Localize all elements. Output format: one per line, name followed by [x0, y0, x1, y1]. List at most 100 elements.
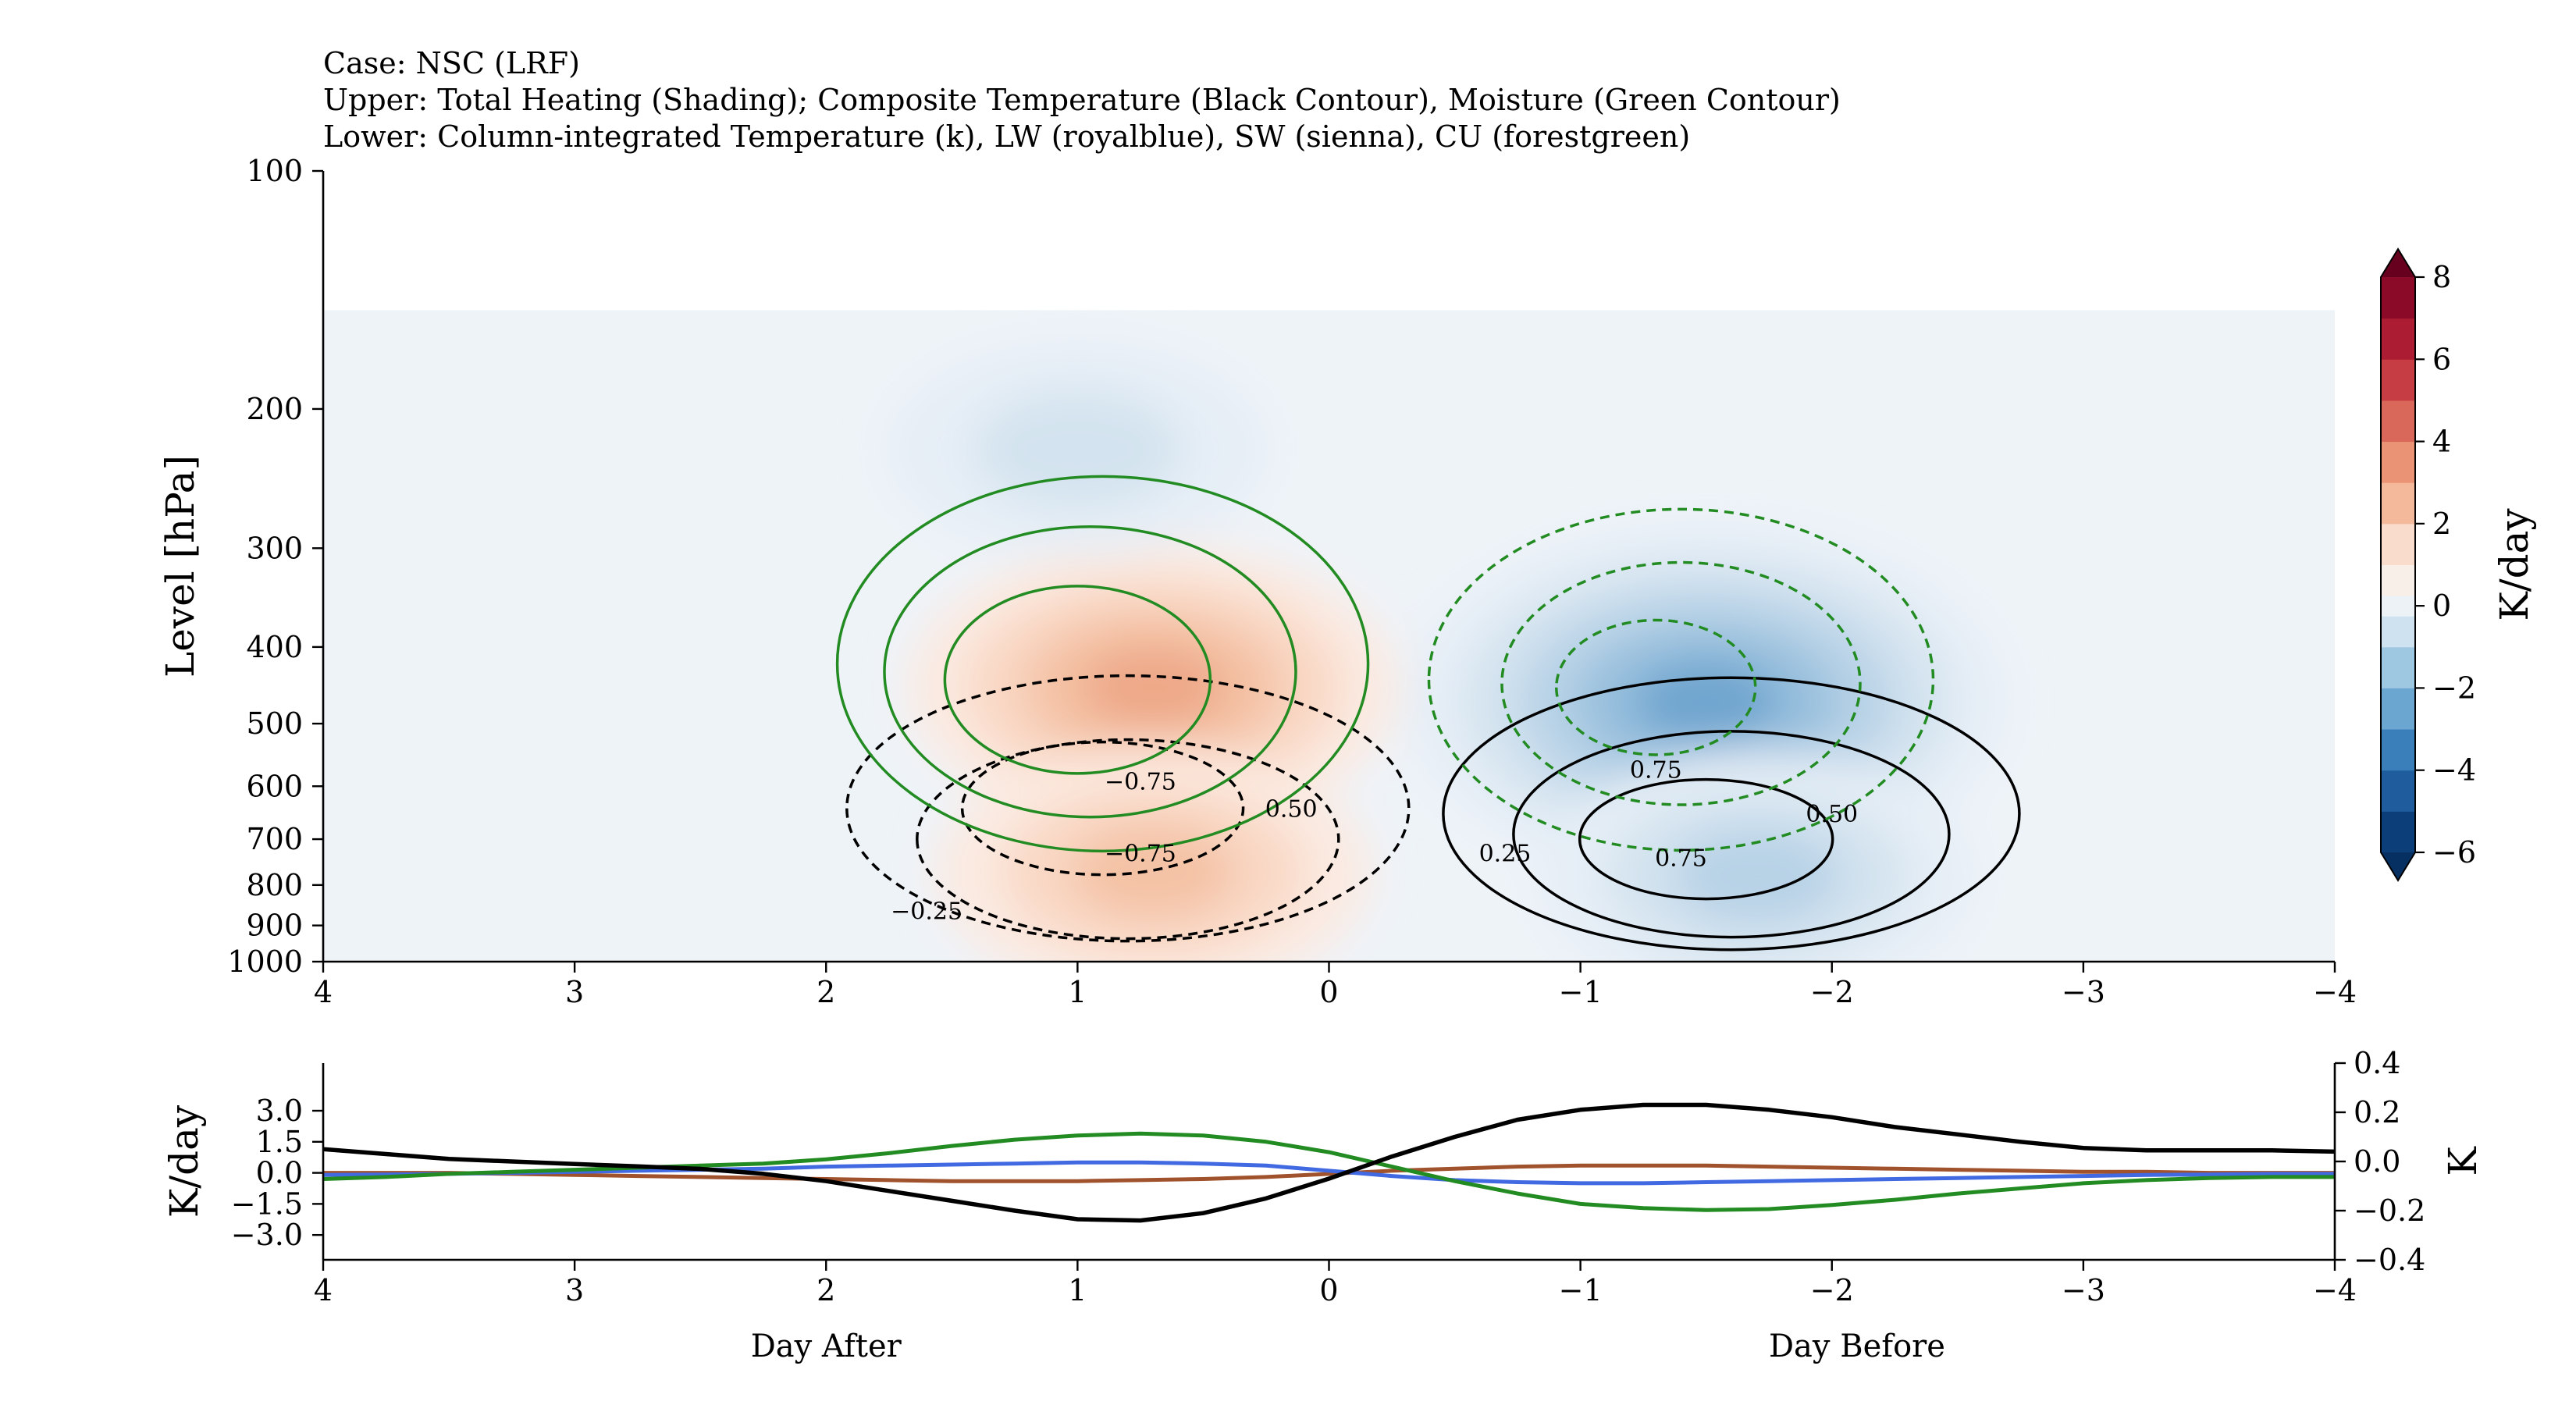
colorbar-segment	[2381, 400, 2415, 443]
upper-x-tick-label: 1	[1068, 975, 1087, 1009]
upper-x-tick-label: −3	[2062, 975, 2105, 1009]
upper-x-tick-label: −1	[1559, 975, 1603, 1009]
colorbar-segment	[2381, 688, 2415, 730]
colorbar-segment	[2381, 318, 2415, 360]
moisture-contour-positive-2	[943, 585, 1212, 775]
colorbar-segment	[2381, 359, 2415, 401]
colorbar-segment	[2381, 523, 2415, 565]
chart-titles: Case: NSC (LRF) Upper: Total Heating (Sh…	[323, 45, 1841, 155]
lower-left-tick-label: 3.0	[256, 1094, 303, 1128]
upper-y-tick-label: 200	[246, 392, 303, 426]
lower-x-tick-label: −3	[2062, 1273, 2105, 1307]
colorbar-tick-label: 4	[2432, 425, 2451, 459]
temperature-contour-labels: −0.75 −0.75 −0.25 0.50 0.25 0.75 0.50 0.75	[891, 756, 1858, 925]
colorbar-segment	[2381, 811, 2415, 853]
colorbar-label: K/day	[2492, 508, 2537, 621]
lower-x-tick-label: 2	[817, 1273, 835, 1307]
lower-left-axis-label: K/day	[162, 1104, 207, 1218]
lower-left-tick-label: 1.5	[256, 1125, 303, 1159]
moisture-contour-positive-1	[883, 525, 1297, 819]
upper-x-tick-label: 4	[314, 975, 333, 1009]
upper-x-tick-label: −4	[2313, 975, 2357, 1009]
colorbar-tick-label: −2	[2432, 670, 2476, 705]
series-line-sw	[323, 1163, 2335, 1183]
upper-y-tick-label: 900	[246, 909, 303, 943]
upper-y-tick-label: 800	[246, 868, 303, 902]
column-integrated-lines	[323, 1102, 2335, 1223]
colorbar-extend-max	[2381, 249, 2415, 277]
colorbar-tick-label: −6	[2432, 835, 2476, 870]
title-case: Case: NSC (LRF)	[323, 46, 580, 80]
upper-y-tick-label: 700	[246, 822, 303, 856]
temperature-contour-positive-1	[1512, 730, 1951, 939]
upper-y-tick-label: 100	[246, 154, 303, 188]
upper-x-tick-label: 0	[1319, 975, 1338, 1009]
column-integrated-panel: 4 3 2 1 0 −1 −2 −3 −43.01.50.0−1.5−3.00.40.20.0−…	[162, 1046, 2485, 1364]
upper-y-axis-label: Level [hPa]	[158, 455, 203, 678]
temperature-contour-negative-0	[845, 674, 1411, 943]
upper-axes: 4 3 2 1 0 −1 −2 −3 −4 100 200 300 400 500 600 700 800 900…	[158, 154, 2357, 1009]
colorbar-tick-label: 0	[2432, 589, 2451, 623]
colorbar-segment	[2381, 482, 2415, 525]
upper-y-tick-label: 500	[246, 706, 303, 741]
lower-right-tick-label: 0.4	[2354, 1046, 2400, 1080]
lower-right-axis-label: K	[2440, 1146, 2485, 1176]
lower-left-tick-label: 0.0	[256, 1156, 303, 1190]
heating-shading	[323, 310, 2335, 962]
upper-y-tick-label: 1000	[227, 944, 303, 979]
title-upper: Upper: Total Heating (Shading); Composit…	[323, 83, 1841, 117]
lower-right-tick-label: 0.2	[2354, 1095, 2400, 1129]
upper-y-tick-label: 300	[246, 531, 303, 565]
upper-x-tick-label: −2	[1810, 975, 1854, 1009]
colorbar-segment	[2381, 564, 2415, 596]
lower-x-tick-label: 3	[565, 1273, 584, 1307]
colorbar-segment	[2381, 616, 2415, 648]
lower-x-tick-label: 0	[1319, 1273, 1338, 1307]
colorbar-segment	[2381, 646, 2415, 688]
colorbar-tick-label: 6	[2432, 342, 2451, 376]
upper-y-tick-label: 600	[246, 769, 303, 803]
colorbar-segment	[2381, 595, 2415, 617]
contour-label: −0.75	[1105, 768, 1176, 795]
lower-right-tick-label: −0.2	[2354, 1193, 2425, 1228]
contour-label: −0.25	[891, 898, 962, 925]
series-line-temperature	[323, 1102, 2335, 1223]
upper-x-tick-label: 2	[817, 975, 835, 1009]
upper-x-tick-label: 3	[565, 975, 584, 1009]
lower-x-tick-label: 4	[314, 1273, 333, 1307]
contour-label: 0.25	[1479, 841, 1532, 868]
lower-x-tick-label: −1	[1559, 1273, 1603, 1307]
temperature-contours	[845, 674, 2021, 951]
colorbar-extend-min	[2381, 852, 2415, 880]
temperature-contour-negative-1	[916, 738, 1340, 941]
x-label-day-after: Day After	[751, 1329, 902, 1364]
lower-right-tick-label: 0.0	[2354, 1144, 2400, 1179]
colorbar-tick-label: 8	[2432, 260, 2451, 294]
contour-label: −0.75	[1105, 841, 1176, 868]
contour-label: 0.50	[1265, 795, 1318, 823]
colorbar-tick-label: −4	[2432, 753, 2476, 788]
x-label-day-before: Day Before	[1769, 1329, 1945, 1364]
temperature-contour-positive-0	[1442, 676, 2021, 951]
moisture-contour-positive-0	[835, 475, 1370, 853]
lower-x-tick-label: 1	[1068, 1273, 1087, 1307]
temperature-contour-negative-2	[960, 740, 1245, 877]
colorbar-segment	[2381, 729, 2415, 771]
lower-left-tick-label: −1.5	[231, 1186, 303, 1221]
lower-left-tick-label: −3.0	[231, 1218, 303, 1252]
heating-panel: −0.75 −0.75 −0.25 0.50 0.25 0.75 0.50 0.75 4 3 2 1…	[158, 154, 2357, 1009]
contour-label: 0.75	[1655, 845, 1707, 872]
contour-label: 0.50	[1806, 801, 1858, 828]
colorbar-segment	[2381, 770, 2415, 812]
colorbar-segment	[2381, 441, 2415, 483]
lower-x-tick-label: −4	[2313, 1273, 2357, 1307]
lower-x-tick-label: −2	[1810, 1273, 1854, 1307]
series-line-lw	[323, 1160, 2335, 1186]
upper-y-tick-label: 400	[246, 630, 303, 664]
lower-right-tick-label: −0.4	[2354, 1243, 2425, 1277]
moisture-contour-negative-1	[1500, 560, 1862, 806]
colorbar-segment	[2381, 277, 2415, 319]
title-lower: Lower: Column-integrated Temperature (k)…	[323, 119, 1691, 154]
contour-label: 0.75	[1630, 756, 1682, 784]
